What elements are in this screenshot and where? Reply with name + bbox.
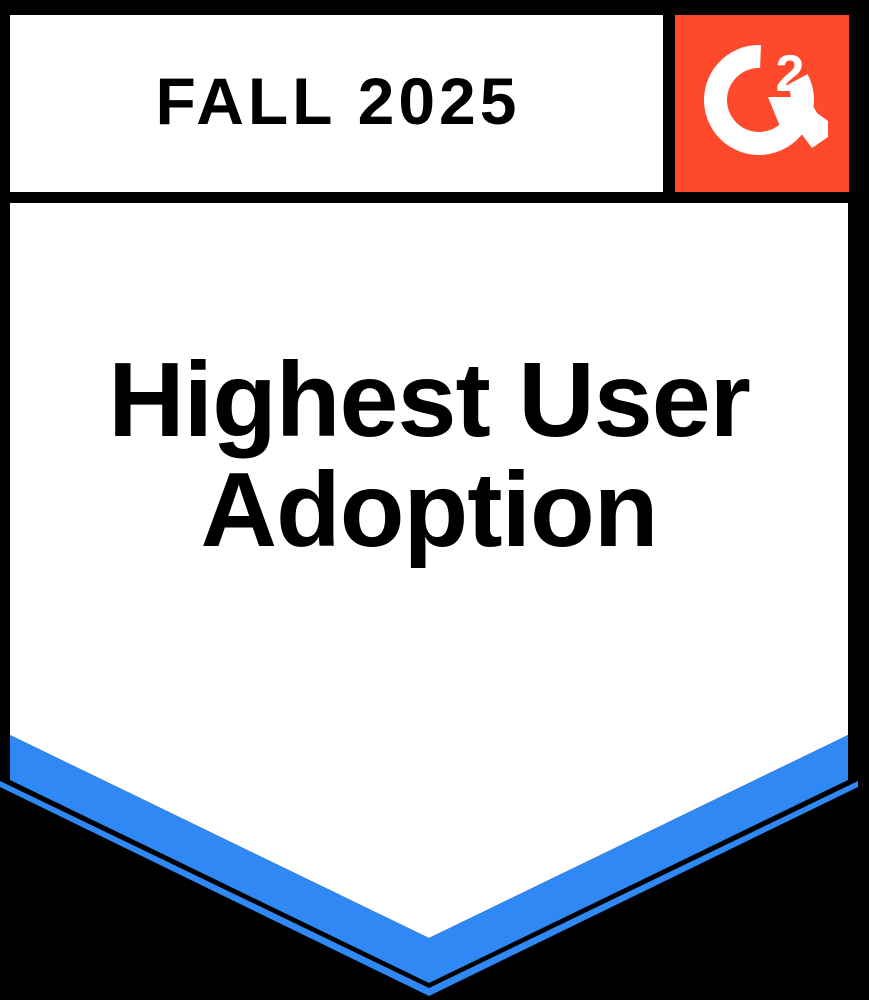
season-label: FALL 2025 xyxy=(156,64,521,138)
g2-logo-superscript: 2 xyxy=(776,45,805,103)
body-panel xyxy=(10,203,848,938)
season-panel xyxy=(10,15,663,192)
g2-arrow xyxy=(797,111,828,148)
award-title-line2: Adoption xyxy=(200,451,657,569)
g2-crossbar-wedge xyxy=(768,97,817,141)
g2-logo-icon: 2 xyxy=(703,44,828,155)
award-title-line1: Highest User xyxy=(108,341,750,459)
logo-tile xyxy=(675,15,849,192)
ribbon-stripe xyxy=(10,735,848,983)
